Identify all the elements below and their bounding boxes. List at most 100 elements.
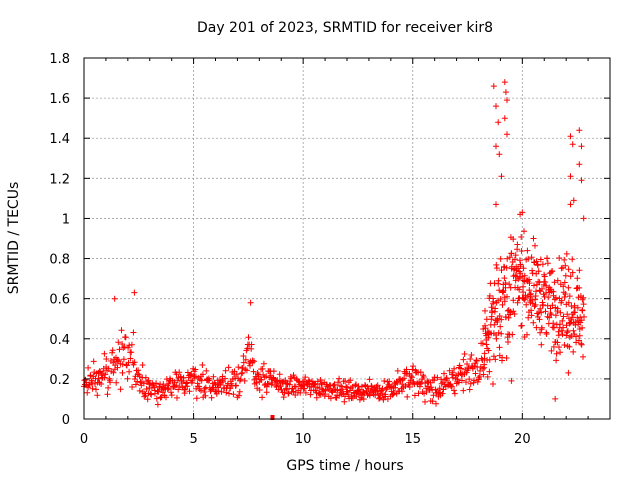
y-tick-label: 0 [62,413,70,428]
data-point [532,296,539,303]
data-point [199,371,206,378]
data-point [120,356,127,363]
data-point [237,376,244,383]
data-point [451,365,458,372]
data-point [116,346,123,353]
data-point [561,294,568,300]
y-tick-label: 0.4 [49,333,70,348]
data-point [402,383,409,389]
data-point [492,356,499,363]
data-point [498,316,505,323]
data-point [451,390,458,397]
data-point [165,385,172,392]
data-point [514,299,521,306]
data-point [366,376,373,383]
data-point [101,350,108,357]
data-point [94,392,101,399]
data-point [457,365,464,372]
data-point [263,373,270,380]
data-point [336,392,343,399]
data-point [561,342,568,348]
data-point [579,324,586,331]
data-point [444,377,450,384]
data-point [235,364,242,371]
data-point [243,367,250,374]
data-point [540,301,547,308]
data-point [567,133,574,140]
data-point [476,373,483,380]
data-point [502,89,509,96]
data-point [554,277,561,284]
data-point [550,343,557,350]
data-point [574,275,581,282]
data-point [539,285,545,292]
data-point [263,389,270,396]
data-point [173,382,180,389]
data-point [236,388,243,395]
data-point [490,83,497,90]
data-point [458,371,465,378]
data-point [360,396,367,402]
data-point [517,211,524,218]
data-point [578,340,585,347]
data-point [208,394,215,401]
data-point [499,301,506,308]
data-point [558,297,565,304]
data-point [481,355,488,362]
data-point [206,377,213,383]
data-point [578,317,585,324]
data-point [288,375,295,382]
y-tick-label: 0.2 [49,373,70,388]
data-point [467,380,474,387]
data-point [473,358,480,364]
data-point [177,374,184,380]
data-point [128,341,135,348]
data-point [111,295,118,302]
y-tick-label: 1.2 [49,172,70,187]
data-point [567,201,574,208]
data-point [222,367,229,374]
data-point [225,364,232,371]
data-point [545,294,552,301]
data-point [142,392,149,399]
data-point [525,314,532,321]
data-point [526,280,533,287]
data-point [461,351,468,357]
data-point [472,370,479,377]
data-point [493,143,499,150]
data-point [424,378,431,385]
data-point [537,256,544,263]
data-point [561,256,568,263]
data-point [202,392,209,399]
data-point [439,390,446,397]
data-point [490,381,496,387]
data-point [391,390,398,396]
data-point [176,369,183,376]
data-point [95,375,102,382]
data-point [331,381,338,388]
data-point [226,390,232,397]
data-point [504,293,510,300]
data-point [102,371,109,378]
data-point [530,319,537,326]
data-point [493,261,500,268]
data-point [110,369,117,376]
data-point [508,377,515,384]
data-point [563,250,570,257]
data-point [517,270,524,277]
data-point [428,384,435,391]
data-point [516,257,523,264]
data-point [496,151,503,158]
data-point [510,308,517,315]
data-point [541,273,548,280]
data-point [557,321,563,328]
data-point [517,263,524,270]
data-points [80,79,587,420]
data-point [406,384,413,390]
data-point [566,334,573,341]
data-point [516,286,523,293]
data-point [302,374,309,381]
data-point [184,383,191,390]
data-point [247,299,254,306]
data-point [520,283,527,290]
